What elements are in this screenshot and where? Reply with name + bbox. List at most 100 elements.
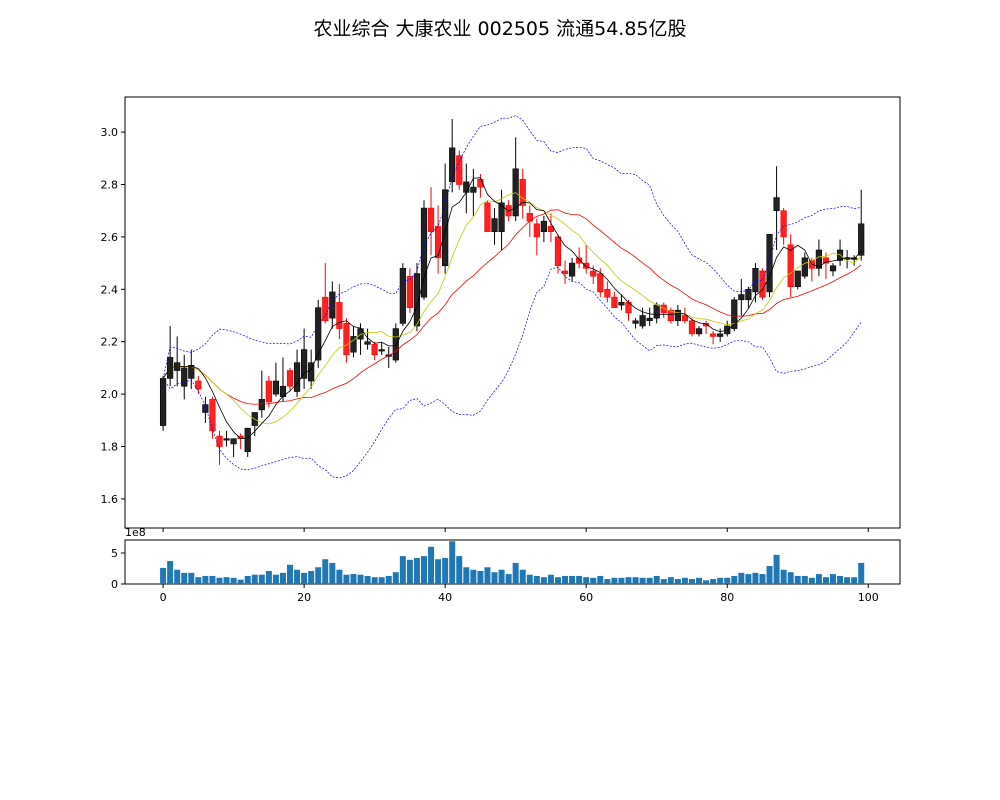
candle-body (745, 289, 752, 301)
candle-body (674, 309, 681, 322)
volume-bar (512, 562, 519, 584)
volume-bar (315, 567, 322, 584)
volume-bar (604, 579, 611, 584)
bollinger-lower-line (162, 266, 862, 479)
chart-title: 农业综合 大康农业 002505 流通54.85亿股 (313, 18, 687, 40)
volume-bar (625, 577, 632, 584)
candle-body (702, 323, 710, 327)
candle-body (364, 341, 371, 345)
main-axes-frame (124, 96, 901, 529)
volume-bar (343, 574, 350, 584)
volume-bar (202, 575, 209, 584)
candle-body (392, 328, 399, 361)
candle-body (583, 262, 590, 269)
volume-bar (533, 575, 540, 584)
x-tick-label: 80 (720, 591, 734, 604)
volume-bar (287, 564, 294, 584)
volume-bar (174, 569, 181, 584)
volume-bar (815, 574, 822, 584)
candle-body (547, 226, 555, 232)
volume-bar (216, 577, 223, 584)
candle-body (519, 178, 526, 206)
volume-bar (583, 577, 590, 584)
volume-bar (301, 572, 308, 584)
volume-bar (329, 562, 336, 584)
volume-bar (569, 575, 576, 584)
volume-bar (223, 577, 230, 584)
volume-bar (265, 570, 272, 584)
candle-body (223, 438, 230, 441)
volume-bar (639, 577, 646, 584)
candle-body (343, 323, 350, 356)
volume-bar (724, 577, 731, 584)
volume-bar (406, 559, 413, 584)
candle-body (858, 223, 865, 256)
candle-body (597, 273, 604, 293)
candle-body (258, 399, 265, 411)
x-tick-label: 40 (438, 591, 452, 604)
x-tick-label: 100 (858, 591, 879, 604)
volume-bar (181, 572, 188, 584)
candle-body (406, 275, 413, 308)
volume-bar (851, 577, 858, 584)
candle-body (681, 315, 689, 322)
candle-body (632, 320, 639, 324)
candle-body (794, 270, 801, 287)
candle-body (660, 304, 667, 314)
volume-bar (470, 569, 477, 584)
candle-body (491, 218, 498, 232)
volume-bar (230, 577, 237, 584)
volume-bar (519, 569, 526, 584)
y-tick-label: 1.6 (101, 493, 119, 506)
volume-bar (611, 577, 618, 584)
candle-body (244, 427, 251, 453)
candle-body (308, 362, 315, 382)
candle-body (336, 302, 343, 329)
x-tick-label: 20 (297, 591, 311, 604)
volume-bar (294, 569, 301, 584)
candle-body (420, 207, 428, 298)
candle-body (427, 207, 435, 232)
volume-bar (696, 577, 703, 584)
candle-body (561, 270, 569, 274)
volume-bar (420, 556, 427, 584)
candle-body (329, 291, 336, 319)
ma10-line (162, 192, 862, 425)
volume-bar (703, 580, 710, 584)
volume-bar (738, 572, 745, 584)
volume-bar (209, 575, 216, 584)
candle-body (738, 294, 745, 301)
candle-body (618, 302, 625, 306)
candle-body (695, 328, 703, 335)
volume-bar (251, 574, 258, 584)
volume-bar (442, 557, 449, 584)
volume-bar (392, 572, 399, 584)
candle-body (639, 315, 646, 327)
candle-body (752, 268, 759, 293)
volume-bar (674, 579, 681, 584)
candle-body (463, 181, 470, 193)
volume-bar (590, 577, 597, 584)
volume-bar (378, 577, 385, 584)
volume-bar (188, 572, 195, 584)
candle-body (766, 233, 773, 293)
volume-axes-frame (124, 539, 901, 585)
candle-body (533, 223, 540, 238)
candle-body (554, 236, 562, 267)
candle-body (449, 147, 456, 183)
volume-bar (787, 572, 794, 584)
volume-bar (385, 575, 392, 584)
candle-body (301, 349, 308, 379)
candle-body (731, 299, 738, 329)
candle-body (315, 307, 322, 361)
candle-body (230, 438, 237, 445)
candle-body (216, 435, 223, 447)
volume-bar (597, 575, 604, 584)
volume-bar (413, 557, 420, 584)
candle-body (399, 268, 406, 324)
candle-body (188, 364, 195, 379)
candle-body (653, 304, 660, 319)
candle-body (773, 197, 780, 212)
volume-bar (463, 567, 470, 584)
candle-body (611, 296, 618, 308)
